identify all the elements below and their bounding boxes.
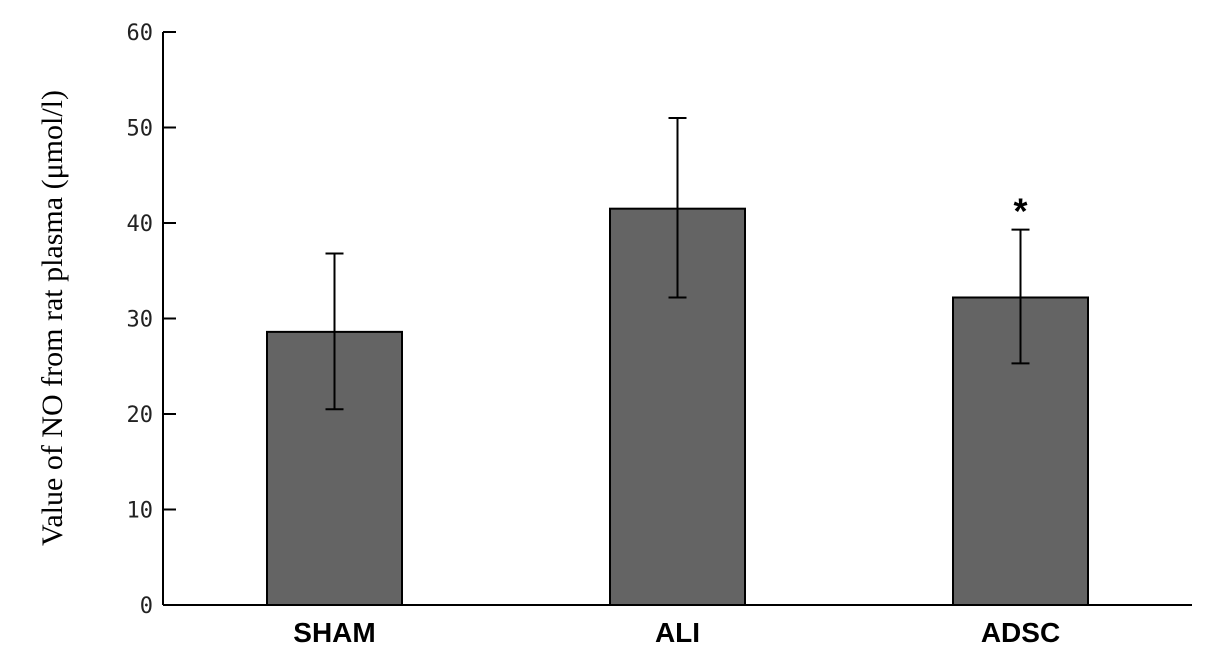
y-axis-title-group: Value of NO from rat plasma (μmol/l) [36,90,69,546]
y-tick-label: 10 [127,499,154,524]
y-tick-label: 30 [127,308,154,333]
y-tick-label: 50 [127,117,154,142]
y-tick-label: 0 [140,594,153,619]
x-category-label: ALI [655,617,700,648]
bar-ali [609,207,746,607]
x-category-label: ADSC [981,617,1060,648]
x-category-label: SHAM [293,617,375,648]
labels: SHAM ALI ADSC * [293,191,1060,648]
y-tick-label: 20 [127,403,154,428]
bars [266,207,1089,607]
error-bars [325,116,1030,411]
y-tick-label: 40 [127,212,154,237]
y-axis-title: Value of NO from rat plasma (μmol/l) [36,90,69,546]
significance-annotation: * [1013,191,1027,232]
y-tick-label: 60 [127,21,154,46]
